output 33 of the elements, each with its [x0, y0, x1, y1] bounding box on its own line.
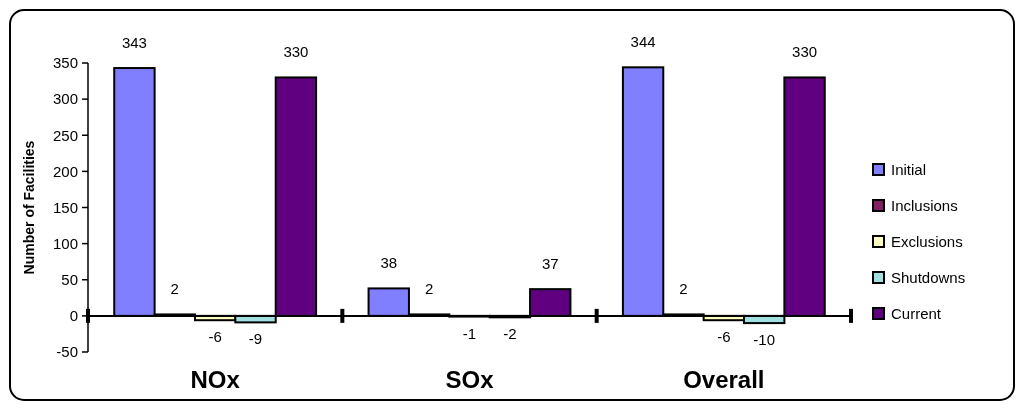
x-tick-label: SOx — [445, 366, 495, 393]
x-tick-label: NOx — [190, 366, 241, 393]
y-tick-label: 300 — [52, 90, 78, 108]
y-tick-label: 250 — [52, 126, 78, 144]
data-label: -1 — [462, 324, 477, 342]
y-tick-label: 50 — [61, 271, 78, 288]
y-tick-label: 100 — [52, 234, 78, 252]
data-label: 330 — [792, 43, 818, 61]
legend-label: Exclusions — [891, 233, 963, 251]
y-tick-label: 0 — [69, 307, 78, 325]
y-tick-label: -50 — [56, 343, 78, 361]
data-label: -9 — [248, 330, 263, 348]
data-label: -6 — [208, 328, 222, 346]
data-label: -6 — [717, 328, 731, 346]
y-axis-title: Number of Facilities — [21, 140, 37, 275]
data-label: -2 — [503, 325, 517, 343]
legend-label: Initial — [891, 161, 927, 179]
x-tick-label: Overall — [683, 366, 765, 393]
y-tick-label: 200 — [52, 162, 78, 180]
legend-label: Shutdowns — [891, 269, 966, 287]
data-label: 2 — [170, 280, 179, 298]
data-label: 2 — [679, 280, 688, 298]
data-label: 37 — [541, 255, 559, 273]
data-label: -10 — [753, 331, 776, 349]
y-tick-label: 350 — [52, 54, 78, 72]
data-label: 38 — [380, 254, 398, 272]
data-label: 2 — [424, 280, 434, 298]
y-tick-label: 150 — [52, 198, 78, 216]
data-label: 344 — [630, 33, 656, 51]
data-label: 343 — [121, 34, 147, 52]
data-label: 330 — [283, 43, 309, 61]
legend-label: Inclusions — [891, 197, 958, 215]
legend-label: Current — [891, 305, 942, 323]
